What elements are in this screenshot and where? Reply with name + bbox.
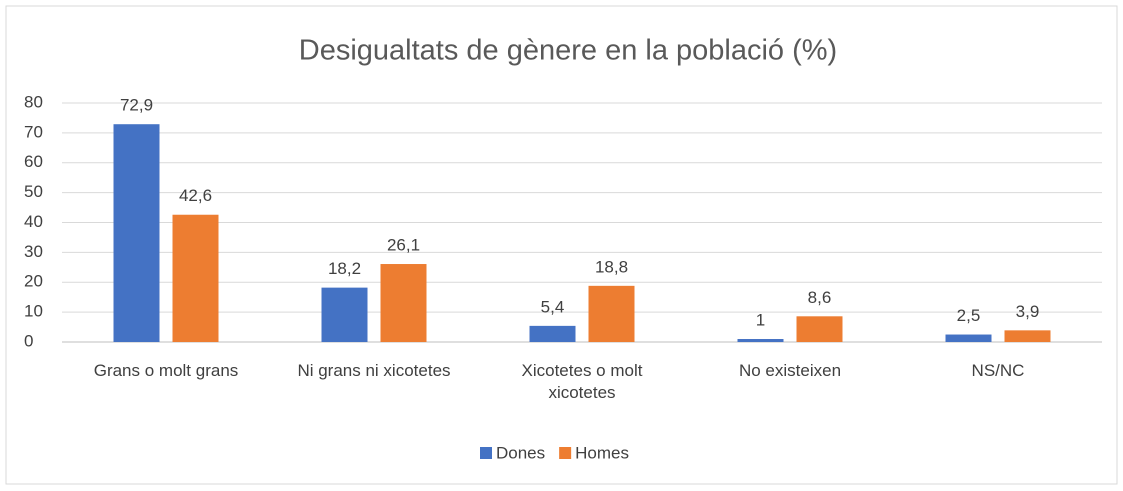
y-tick-label: 30 [24, 242, 43, 261]
chart-title: Desigualtats de gènere en la població (%… [299, 35, 837, 67]
data-label: 72,9 [120, 96, 153, 115]
x-tick-label: NS/NC [971, 361, 1025, 380]
bar [113, 124, 160, 343]
x-tick-label: Grans o molt grans [93, 361, 239, 380]
bar [1004, 330, 1051, 342]
y-tick-label: 10 [24, 302, 43, 321]
y-tick-label: 80 [24, 92, 43, 111]
x-tick-label: No existeixen [738, 361, 842, 380]
data-label: 26,1 [387, 236, 420, 255]
y-tick-label: 70 [24, 122, 43, 141]
y-tick-label: 50 [24, 182, 43, 201]
bar [380, 264, 427, 342]
x-tick-label: Xicotetes o molt xicotetes [521, 361, 643, 402]
bar [737, 339, 784, 342]
y-tick-label: 40 [24, 212, 43, 231]
y-tick-label: 20 [24, 272, 43, 291]
data-label: 2,5 [957, 306, 981, 325]
bar [321, 287, 368, 342]
y-tick-label: 0 [24, 331, 33, 350]
data-label: 1 [756, 310, 765, 329]
data-label: 5,4 [541, 297, 565, 316]
data-label: 3,9 [1016, 302, 1040, 321]
legend-swatch [559, 447, 572, 459]
legend-label: Homes [575, 443, 629, 462]
data-label: 42,6 [179, 186, 212, 205]
data-label: 8,6 [808, 288, 832, 307]
bar [796, 316, 843, 342]
y-tick-label: 60 [24, 152, 43, 171]
bar [172, 214, 219, 342]
data-label: 18,8 [595, 257, 628, 276]
bar [945, 334, 992, 342]
bar [529, 325, 576, 342]
bar [588, 285, 635, 342]
data-label: 18,2 [328, 259, 361, 278]
x-tick-label: Ni grans ni xicotetes [297, 361, 451, 380]
legend-swatch [480, 447, 492, 459]
legend-label: Dones [496, 443, 545, 462]
